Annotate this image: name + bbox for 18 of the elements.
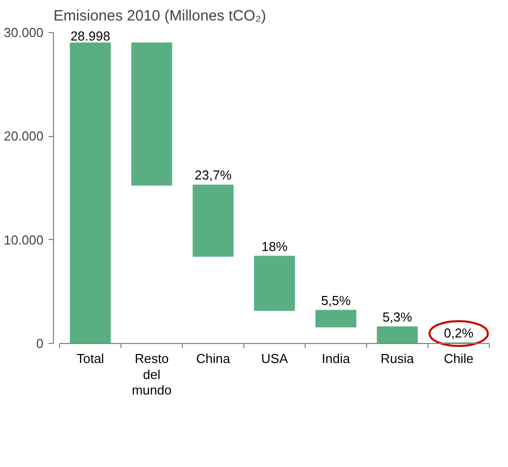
x-tick-label: Total — [76, 351, 104, 366]
chart-title: Emisiones 2010 (Millones tCO₂) — [54, 8, 266, 24]
x-tick-label: USA — [261, 351, 288, 366]
x-tick-label: China — [196, 351, 231, 366]
x-tick-label: Resto del mundo — [132, 351, 172, 398]
annotation: 5,5% — [321, 292, 352, 308]
y-tick-label: 20.000 — [4, 128, 44, 144]
annotation: 0,2% — [444, 325, 474, 340]
x-tick-label: Rusia — [380, 351, 415, 366]
x-tick-label: Chile — [444, 351, 474, 366]
annotation: 5,3% — [382, 309, 413, 324]
x-tick-label: India — [322, 351, 351, 366]
y-tick-label: 10.000 — [4, 232, 44, 248]
annotation: 23,7% — [194, 168, 232, 183]
y-tick-label: 0 — [36, 336, 44, 351]
y-tick-label: 30.000 — [4, 25, 44, 40]
annotation: 18% — [261, 238, 288, 254]
annotation: 28.998 — [70, 28, 110, 44]
